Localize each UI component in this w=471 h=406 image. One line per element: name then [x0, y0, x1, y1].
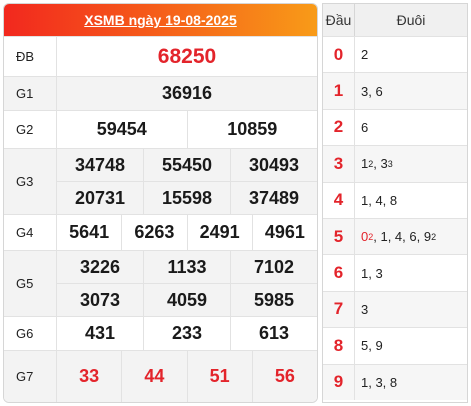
prize-value-g5: 3073 — [79, 289, 121, 310]
loto-row: 9 1, 3, 8 — [323, 363, 467, 400]
prize-value-g7: 56 — [251, 351, 317, 402]
prize-row-db: ĐB 68250 — [4, 36, 317, 76]
loto-row: 2 6 — [323, 108, 467, 146]
loto-tail-num-special: 0 — [361, 229, 369, 245]
loto-row: 6 1, 3 — [323, 254, 467, 291]
prize-value-g4: 5641 — [69, 222, 110, 242]
prize-value-g6: 431 — [84, 323, 116, 343]
loto-row: 7 3 — [323, 290, 467, 328]
loto-tail-num: 3 — [380, 156, 388, 172]
loto-head: 8 — [323, 328, 355, 364]
prize-row-g2: G2 59454 10859 — [4, 110, 317, 148]
prize-value-db: 68250 — [157, 44, 217, 68]
loto-tail: 1, 4, 8 — [361, 192, 398, 208]
loto-tail-sep: , — [373, 156, 381, 172]
prize-value-g1: 36916 — [161, 83, 213, 103]
loto-head: 1 — [323, 73, 355, 109]
prize-value-g7: 33 — [79, 366, 100, 386]
prize-value-g6: 613 — [230, 317, 317, 350]
prize-label-g1: G1 — [4, 77, 57, 110]
loto-head: 2 — [323, 109, 355, 146]
prize-value-g4: 4961 — [251, 215, 317, 250]
prize-label-g2: G2 — [4, 111, 57, 148]
prize-label-g7: G7 — [4, 351, 57, 402]
prize-value-g4: 2491 — [186, 215, 252, 250]
prize-value-g3: 37489 — [230, 182, 317, 214]
loto-tail-count: 2 — [431, 231, 437, 242]
prize-value-g5: 4059 — [143, 284, 230, 316]
loto-head: 0 — [323, 37, 355, 73]
prize-value-g3: 34748 — [74, 154, 126, 175]
loto-row: 1 3, 6 — [323, 72, 467, 109]
loto-tail-mid: , 1, 4, 6, — [373, 229, 424, 245]
loto-header: Đầu Đuôi — [323, 4, 467, 36]
prize-label-g3: G3 — [4, 149, 57, 214]
results-title-link[interactable]: XSMB ngày 19-08-2025 — [4, 4, 317, 36]
prize-value-g3: 20731 — [74, 187, 126, 208]
prize-value-g3: 55450 — [143, 149, 230, 181]
prize-value-g5: 5985 — [230, 284, 317, 316]
loto-head: 5 — [323, 218, 355, 255]
loto-row: 4 1, 4, 8 — [323, 181, 467, 218]
loto-head: 6 — [323, 255, 355, 291]
prize-value-g7: 44 — [121, 351, 186, 402]
prize-value-g3: 30493 — [230, 149, 317, 181]
prize-row-g6: G6 431 233 613 — [4, 316, 317, 350]
prize-value-g2: 10859 — [186, 111, 318, 148]
prize-value-g5: 7102 — [230, 251, 317, 283]
loto-tail: 1, 3 — [361, 265, 383, 281]
prize-row-g4: G4 5641 6263 2491 4961 — [4, 214, 317, 250]
results-table: XSMB ngày 19-08-2025 ĐB 68250 G1 36916 G… — [3, 3, 318, 403]
loto-tail: 3, 6 — [361, 83, 383, 99]
prize-label-g6: G6 — [4, 317, 57, 350]
prize-value-g5: 3226 — [79, 256, 121, 277]
prize-row-g5: G5 3226 1133 7102 3073 4059 5985 — [4, 250, 317, 316]
loto-tail-num: 1 — [361, 156, 369, 172]
prize-value-g6: 233 — [143, 317, 230, 350]
prize-row-g1: G1 36916 — [4, 76, 317, 110]
loto-tail: 1, 3, 8 — [361, 374, 398, 390]
prize-row-g7: G7 33 44 51 56 — [4, 350, 317, 402]
loto-tail: 6 — [361, 119, 369, 135]
loto-head-label: Đầu — [323, 4, 355, 36]
loto-tail-count: 3 — [387, 158, 393, 169]
prize-row-g3: G3 34748 55450 30493 20731 15598 37489 — [4, 148, 317, 214]
prize-value-g5: 1133 — [143, 251, 230, 283]
loto-tail-count: 2 — [368, 231, 374, 242]
prize-value-g4: 6263 — [121, 215, 186, 250]
prize-label-g5: G5 — [4, 251, 57, 316]
loto-tail: 2 — [361, 47, 369, 63]
loto-row: 8 5, 9 — [323, 327, 467, 364]
loto-row: 0 2 — [323, 36, 467, 73]
loto-head: 7 — [323, 291, 355, 328]
prize-value-g3: 15598 — [143, 182, 230, 214]
loto-head: 9 — [323, 364, 355, 400]
prize-label-g4: G4 — [4, 215, 57, 250]
loto-tail: 5, 9 — [361, 338, 383, 354]
loto-tail-num: 9 — [423, 229, 432, 245]
loto-tail: 3 — [361, 301, 369, 317]
loto-head: 3 — [323, 146, 355, 182]
loto-tail-label: Đuôi — [396, 12, 426, 28]
loto-tail-count: 2 — [368, 158, 374, 169]
loto-head: 4 — [323, 182, 355, 218]
prize-value-g2: 59454 — [96, 119, 147, 139]
prize-value-g7: 51 — [186, 351, 252, 402]
prize-label-db: ĐB — [4, 37, 57, 76]
